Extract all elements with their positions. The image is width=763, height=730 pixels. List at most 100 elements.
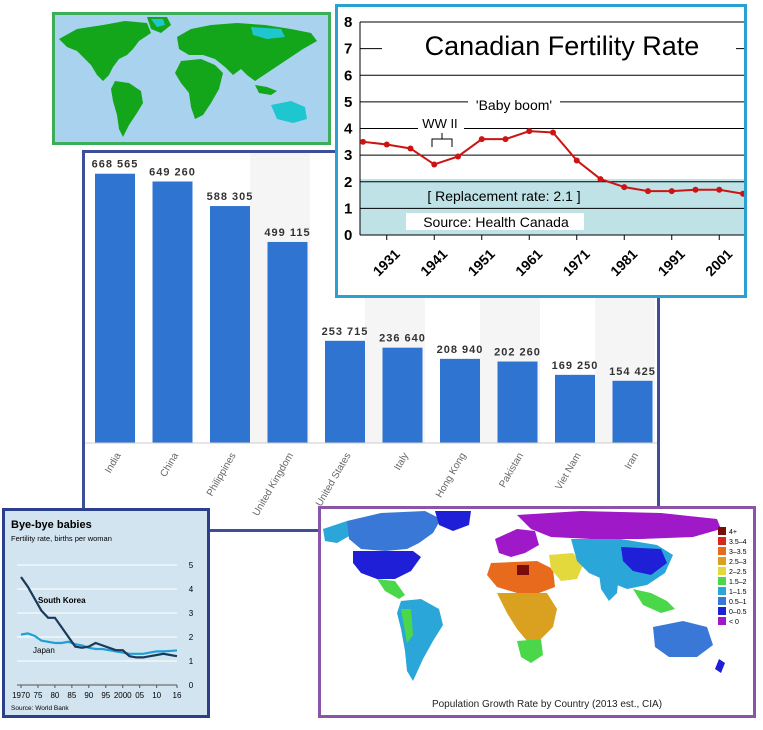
world-map-icon: [59, 17, 317, 137]
y-tick-label: 7: [344, 41, 352, 58]
legend-label: 3–3.5: [729, 549, 747, 556]
bye-source: Source: World Bank: [11, 705, 69, 712]
central-america-shape: [377, 579, 405, 599]
new-zealand-shape: [715, 659, 725, 673]
chart-title: Canadian Fertility Rate: [425, 31, 700, 61]
x-tick-label: 1941: [417, 246, 450, 279]
title-backdrop: [382, 27, 736, 63]
bar-pakistan: [497, 361, 538, 443]
bar-chart-svg: 668 565 649 260 588 305 499 115 253 715 …: [85, 153, 657, 518]
x-tick-label: 80: [50, 691, 59, 700]
fertility-point: [597, 176, 604, 183]
fertility-point: [621, 184, 628, 191]
category-label: Iran: [623, 451, 641, 471]
x-tick-label: 95: [101, 691, 110, 700]
y-tick-label: 5: [344, 94, 352, 111]
siberia-shade-shape: [251, 27, 285, 39]
legend-swatch: [718, 587, 726, 595]
category-label: United Kingdom: [251, 451, 296, 518]
canadian-fertility-chart: 0 1 2 3 4 5 6 7 8 Canadian Fertility Rate 'Baby …: [335, 4, 747, 298]
legend-label: 0–0.5: [729, 609, 747, 616]
bar-hong-kong: [440, 358, 480, 443]
usa-shape: [353, 551, 421, 579]
greenland-ice-shape: [151, 19, 165, 27]
alaska-shape: [323, 521, 351, 543]
south-korea-line: [20, 576, 178, 659]
bar-viet-nam: [555, 374, 595, 443]
legend-swatch: [718, 577, 726, 585]
legend-label: 2.5–3: [729, 559, 747, 566]
legend-swatch: [718, 597, 726, 605]
annotation-backdrop: [468, 96, 560, 112]
x-tick-label: 1971: [560, 246, 593, 279]
bye-title: Bye-bye babies: [11, 519, 92, 531]
value-label: 588 305: [207, 191, 254, 203]
y-tick-label: 6: [344, 67, 352, 84]
south-america-shape: [111, 81, 143, 137]
bar-united-states: [325, 340, 365, 443]
x-tick-label: 85: [67, 691, 76, 700]
fertility-point: [455, 153, 461, 160]
category-label: Pakistan: [497, 451, 526, 490]
fertility-point: [431, 161, 438, 168]
x-tick-label: 2001: [702, 246, 735, 279]
value-label: 169 250: [552, 360, 599, 372]
value-label: 154 425: [609, 366, 656, 378]
category-label: Hong Kong: [434, 451, 469, 500]
value-label: 208 940: [437, 344, 484, 356]
fertility-point: [668, 188, 675, 195]
legend-swatch: [718, 617, 726, 625]
x-tick-label: 10: [152, 691, 161, 700]
x-tick-label: 1961: [512, 246, 545, 279]
category-label: Philippines: [205, 451, 239, 498]
y-tick-label: 2: [189, 633, 194, 642]
y-tick-label: 5: [189, 561, 194, 570]
value-label: 253 715: [322, 326, 369, 338]
y-tick-label: 1: [344, 200, 352, 217]
north-africa-shape: [487, 561, 555, 593]
category-label: Italy: [392, 451, 411, 472]
x-tick-label: 1981: [607, 246, 640, 279]
bar-italy: [382, 347, 423, 443]
japan-label: Japan: [33, 646, 55, 655]
fertility-chart-svg: 0 1 2 3 4 5 6 7 8 Canadian Fertility Rate 'Baby …: [344, 14, 744, 279]
x-tick-label: 16: [173, 691, 182, 700]
legend-label: 0.5–1: [729, 599, 747, 606]
ww2-bracket: [431, 133, 453, 147]
japan-line: [20, 632, 178, 655]
value-label: 499 115: [264, 227, 310, 239]
fertility-point: [478, 136, 485, 143]
bar-philippines: [210, 206, 250, 443]
andes-shape: [401, 609, 413, 643]
fertility-point: [360, 138, 366, 145]
growth-map-svg: 4+ 3.5–4 3–3.5 2.5–3 2–2.5 1.5–2 1–1.5 0…: [323, 511, 747, 710]
legend-swatch: [718, 557, 726, 565]
replacement-rate-annotation: [ Replacement rate: 2.1 ]: [427, 188, 580, 204]
legend-label: 4+: [729, 529, 737, 536]
canada-shape: [347, 511, 441, 551]
north-america-shape: [59, 21, 151, 81]
x-tick-label: 1951: [465, 246, 498, 279]
legend-label: 3.5–4: [729, 539, 747, 546]
y-tick-label: 0: [344, 227, 352, 244]
fertility-point: [502, 136, 509, 143]
india-shape: [599, 573, 619, 601]
fertility-point: [407, 145, 414, 152]
legend-swatch: [718, 527, 726, 535]
value-label: 236 640: [379, 333, 426, 345]
legend-label: 1–1.5: [729, 589, 747, 596]
y-tick-label: 3: [344, 147, 352, 164]
x-tick-label: 1931: [370, 246, 403, 279]
annotation-backdrop: [418, 114, 464, 130]
bye-chart-svg: Bye-bye babies Fertility rate, births pe…: [11, 519, 194, 712]
fertility-point: [692, 186, 699, 193]
annotation-backdrop: [406, 213, 584, 230]
europe-shape: [495, 529, 539, 557]
value-label: 649 260: [149, 166, 196, 178]
greenland-shape: [435, 511, 471, 531]
legend-swatch: [718, 567, 726, 575]
bye-bye-babies-chart: Bye-bye babies Fertility rate, births pe…: [2, 508, 210, 718]
fertility-point: [550, 129, 556, 136]
bar-china: [152, 181, 193, 443]
australia-shape: [271, 101, 307, 123]
